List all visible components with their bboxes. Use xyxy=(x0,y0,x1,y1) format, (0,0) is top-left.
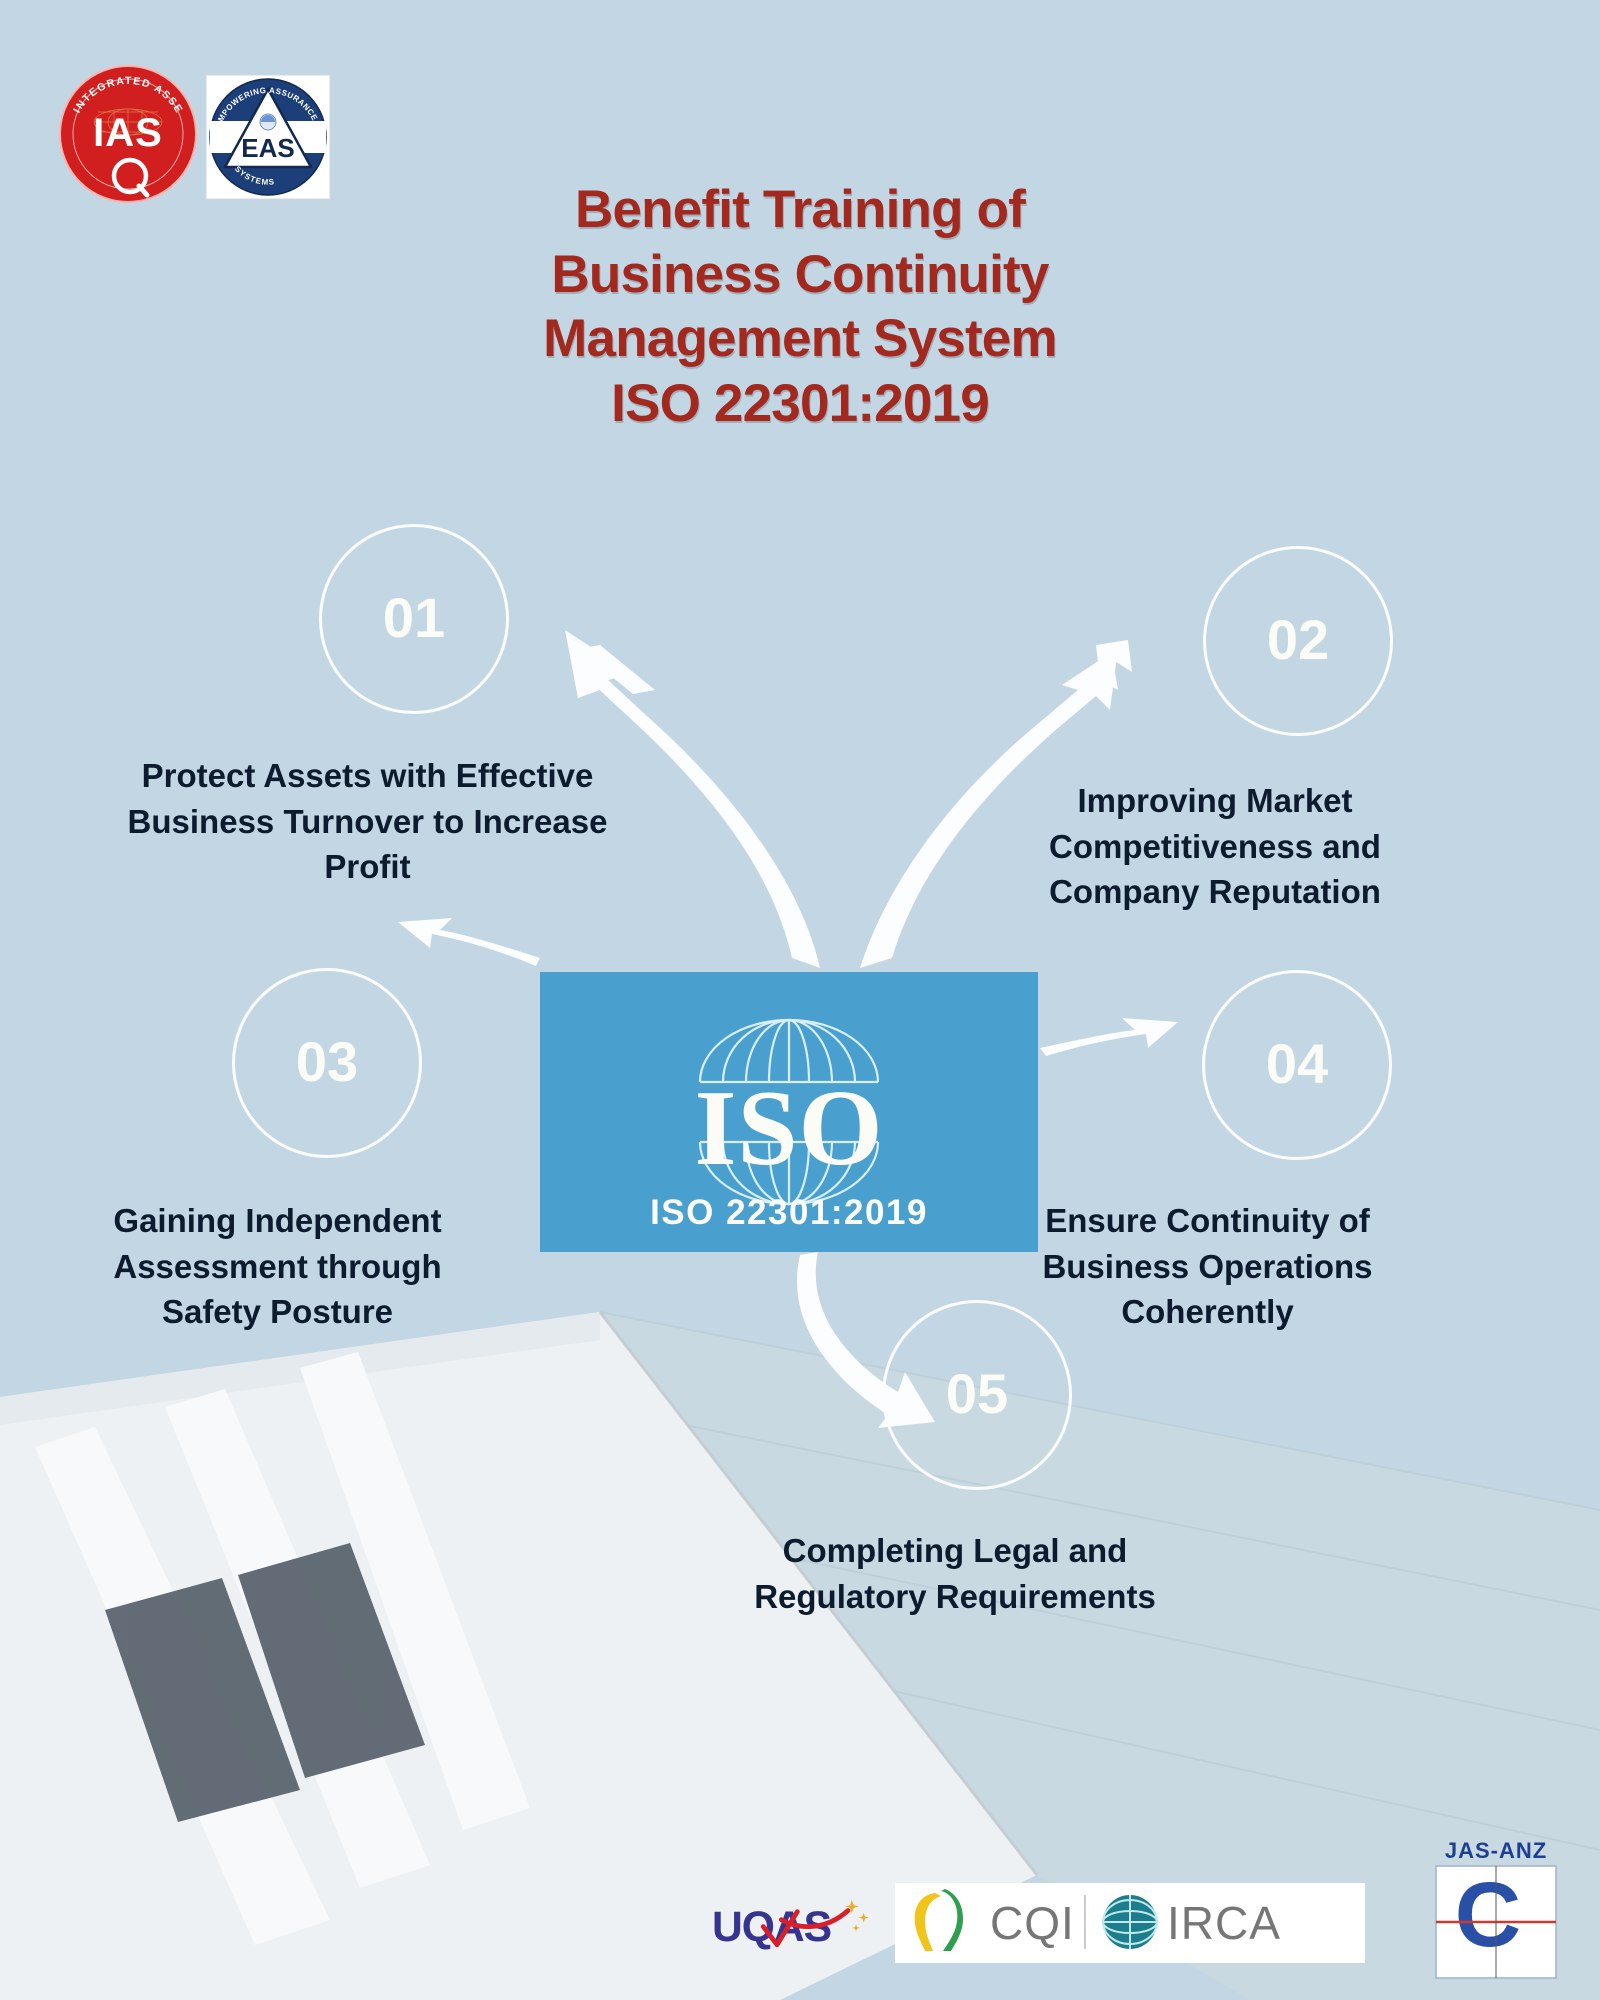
svg-text:ISO 22301:2019: ISO 22301:2019 xyxy=(650,1193,928,1232)
svg-text:C: C xyxy=(1455,1864,1521,1966)
svg-text:IRCA: IRCA xyxy=(1167,1897,1281,1949)
svg-text:CQI: CQI xyxy=(990,1897,1075,1949)
svg-text:ISO: ISO xyxy=(694,1069,883,1188)
svg-text:JAS-ANZ: JAS-ANZ xyxy=(1445,1838,1547,1863)
